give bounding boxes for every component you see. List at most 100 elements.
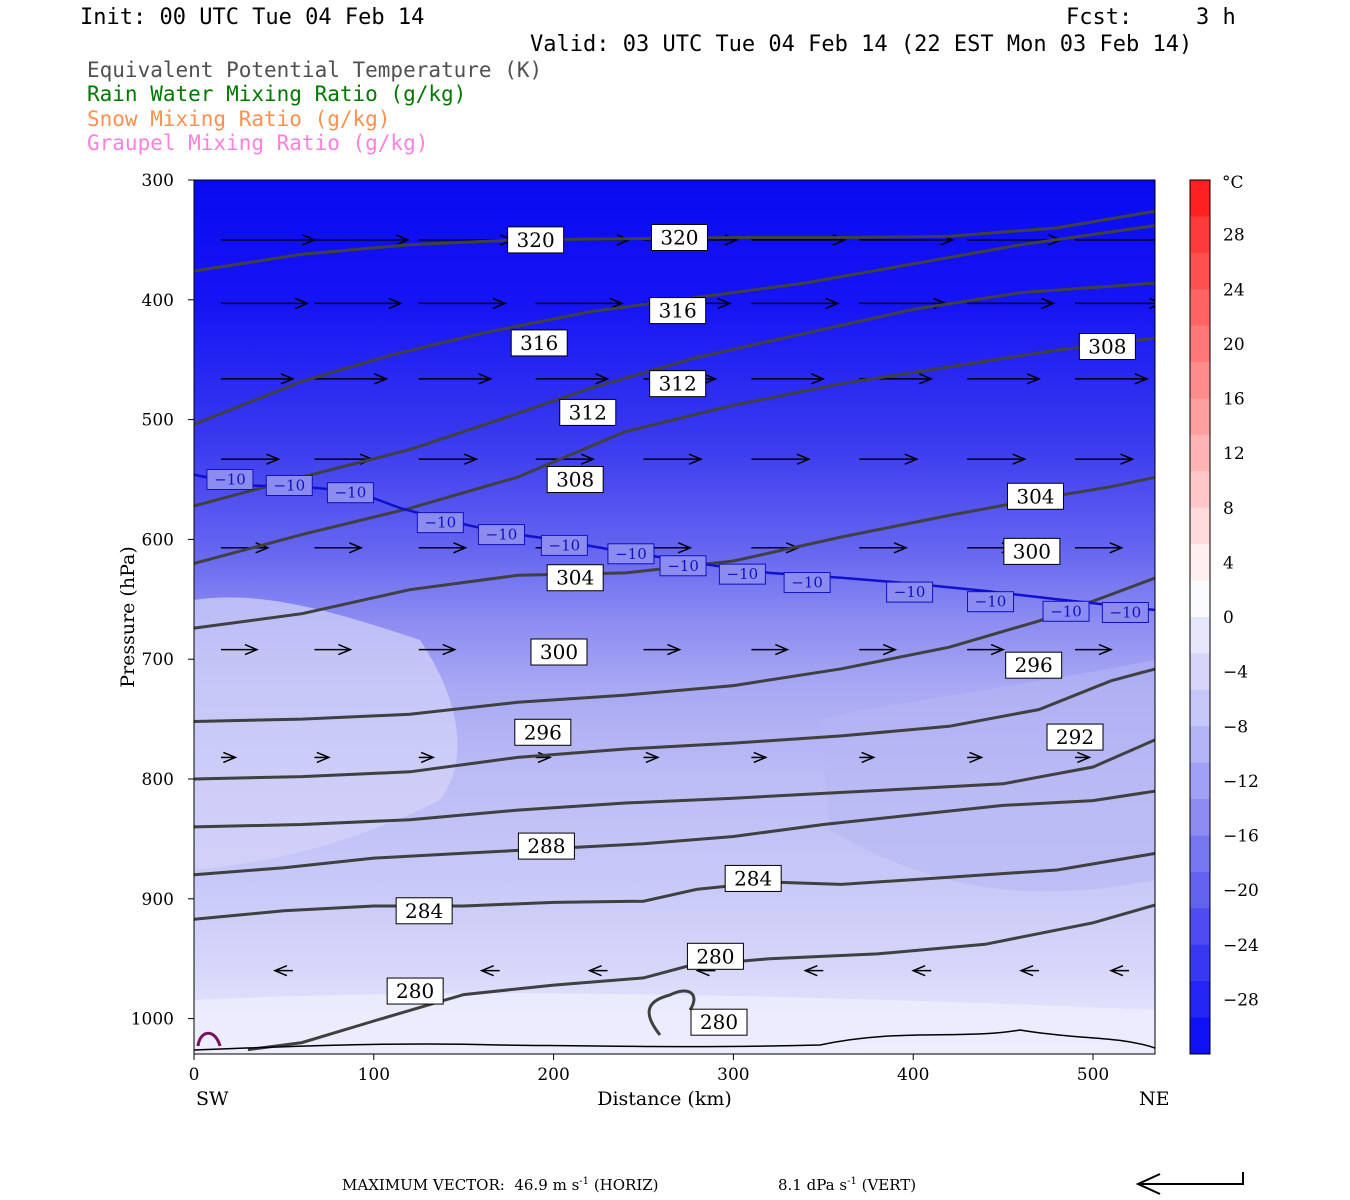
colorbar-tick-label: 24 [1223,280,1245,300]
max-vector-horiz: MAXIMUM VECTOR: 46.9 m s-1 (HORIZ) [342,1176,659,1194]
wind-vector [859,751,876,764]
svg-text:316: 316 [659,299,697,323]
colorbar-swatch [1190,799,1210,836]
horiz-value: 46.9 [514,1176,548,1194]
wind-vector [314,643,353,656]
temperature-contour-label: −10 [1042,600,1090,622]
colorbar-tick-label: 4 [1223,553,1234,573]
wind-vector [418,643,457,656]
theta-e-contour-label: 296 [1005,651,1063,679]
wind-vector [1075,453,1135,465]
colorbar-tick-label: 8 [1223,499,1234,519]
temperature-contour-label: −10 [206,469,254,490]
colorbar-swatch [1190,216,1210,254]
colorbar-swatch [1190,1017,1210,1055]
wind-vector [535,453,596,465]
temperature-contour-label: −10 [886,581,934,603]
colorbar-tick-label: −12 [1223,772,1259,792]
svg-text:−10: −10 [667,557,699,575]
temperature-contour-label: −10 [326,482,374,504]
x-axis-label: Distance (km) [597,1088,732,1110]
svg-text:316: 316 [520,331,558,355]
colorbar-swatch [1190,617,1210,654]
colorbar-tick-label: 20 [1223,335,1245,355]
wind-vector [535,373,610,385]
colorbar-swatch [1190,544,1210,582]
theta-e-contour-label: 300 [1003,537,1061,565]
svg-text:284: 284 [734,866,772,890]
wind-vector [967,453,1027,465]
horiz-exp: -1 [579,1176,590,1187]
colorbar-swatch [1190,398,1210,436]
wind-vector [314,542,364,554]
svg-text:−10: −10 [615,545,647,563]
wind-vector [967,297,1056,310]
colorbar-swatch [1190,835,1210,873]
svg-text:−10: −10 [549,536,581,554]
colorbar-swatch [1190,580,1210,618]
svg-text:−10: −10 [975,593,1007,611]
svg-text:−10: −10 [1050,602,1082,620]
temperature-contour-label: −10 [477,524,525,546]
init-time: Init: 00 UTC Tue 04 Feb 14 [80,5,425,30]
colorbar-swatch [1190,944,1210,982]
forecast-label: Fcst: [1066,5,1133,30]
svg-text:280: 280 [396,979,434,1003]
svg-text:296: 296 [1015,653,1053,677]
x-tick-label: 300 [717,1065,749,1085]
wind-vector [751,373,826,385]
theta-e-contour-label: 316 [510,329,568,357]
vert-tag: (VERT) [861,1176,917,1194]
max-vector-vert: 8.1 dPa s-1 (VERT) [778,1176,916,1194]
svg-text:−10: −10 [335,484,367,502]
temperature-contour-label: −10 [659,555,707,577]
direction-label-sw: SW [196,1088,229,1110]
wind-vector [803,964,824,977]
colorbar-frame [1189,179,1211,1055]
temperature-contour-label: −10 [1101,601,1149,623]
theta-e-contour-label: 296 [514,718,572,746]
svg-text:300: 300 [1013,539,1051,563]
svg-text:300: 300 [540,640,578,664]
wind-vector [1075,751,1092,764]
valid-time: Valid: 03 UTC Tue 04 Feb 14 (22 EST Mon … [530,32,1193,57]
temperature-contour-label: −10 [265,474,313,496]
colorbar-tick-label: 16 [1223,390,1245,410]
wind-vector [643,453,703,465]
svg-text:−10: −10 [894,583,926,601]
theta-e-closed-contour [647,989,696,1036]
colorbar-swatch [1190,180,1210,217]
theta-e-contour-284 [194,851,1155,921]
svg-text:−10: −10 [486,526,518,544]
rain-mixing-contour [196,1031,222,1047]
theta-e-contour-label: 300 [530,638,588,666]
y-tick-label: 700 [142,650,174,670]
colorbar-swatch [1190,289,1210,327]
colorbar: 28 24 20 16 12 8 4 0 −4 −8 −12 −16 −20 −24 −28 °C [1189,173,1259,1055]
theta-e-contour-308 [194,336,1155,565]
y-tick-label: 400 [142,291,174,311]
wind-vector [967,373,1042,385]
svg-text:312: 312 [569,400,607,424]
wind-vector [1075,643,1113,656]
wind-vector [1075,542,1124,554]
wind-vector [859,453,919,465]
wind-vector [314,751,331,764]
svg-text:292: 292 [1056,725,1094,749]
svg-text:312: 312 [659,372,697,396]
field-legend-graupel: Graupel Mixing Ratio (g/kg) [87,131,429,155]
wind-vector [418,453,479,465]
colorbar-tick-label: −28 [1223,990,1259,1010]
theta-e-contour-label: 312 [559,398,617,426]
horiz-tag: (HORIZ) [593,1176,659,1194]
svg-text:304: 304 [556,566,594,590]
direction-label-ne: NE [1139,1088,1170,1110]
boundary-layer-patch [194,993,1155,1054]
forecast-hour: 3 h [1196,5,1236,30]
colorbar-swatch [1190,871,1210,909]
svg-text:304: 304 [1016,484,1054,508]
theta-e-contour-296 [194,667,1155,781]
colorbar-swatch [1190,325,1210,363]
wind-vector [418,373,493,385]
wind-vector [751,643,790,656]
